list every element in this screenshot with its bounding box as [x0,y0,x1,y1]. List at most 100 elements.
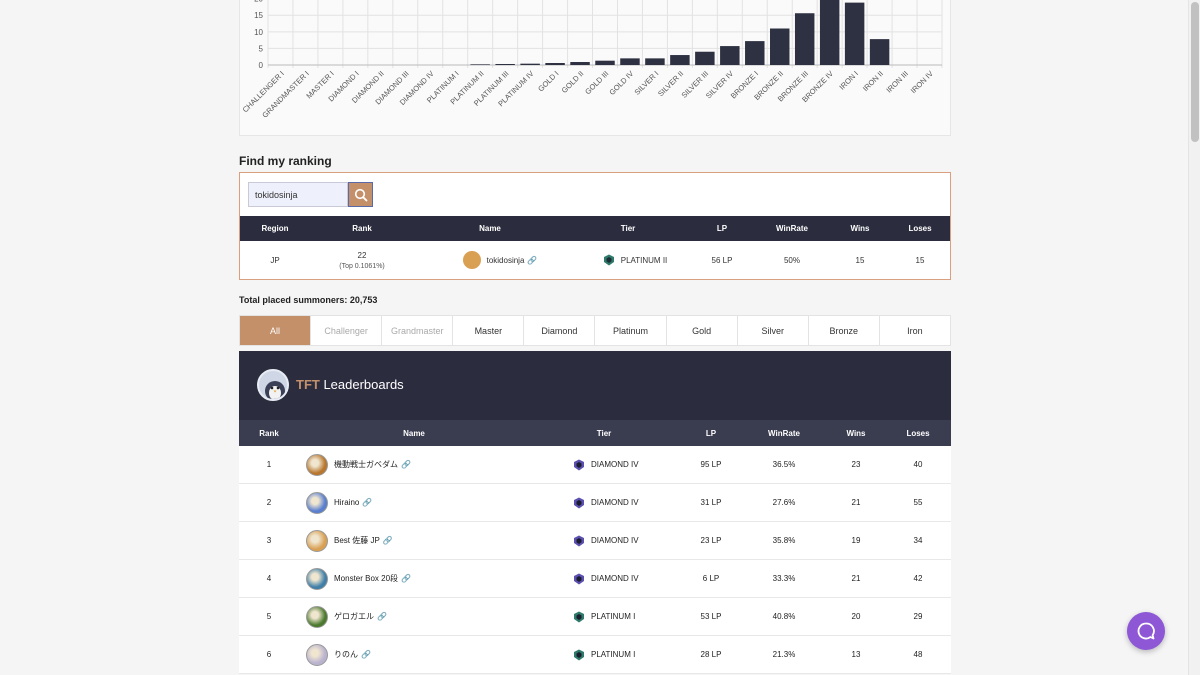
header-name: Name [479,224,501,233]
lb-header-name: Name [403,428,425,438]
result-name-cell[interactable]: tokidosinja 🔗 [440,241,560,279]
tab-grandmaster[interactable]: Grandmaster [382,316,454,345]
result-avatar [462,251,481,269]
leaderboard-banner: TFT Leaderboards [239,351,951,420]
tab-bronze[interactable]: Bronze [809,316,880,345]
link-icon[interactable]: 🔗 [527,255,538,265]
bar[interactable] [570,62,590,65]
row-lp: 6 LP [702,574,720,583]
scrollbar-thumb[interactable] [1191,2,1199,142]
header-lp: LP [716,224,728,233]
result-name[interactable]: tokidosinja [486,255,525,265]
row-name-cell[interactable]: Best 佐藤 JP 🔗 [306,522,506,559]
summoner-name[interactable]: Monster Box 20段 [334,574,399,583]
bar[interactable] [770,28,790,66]
result-rank: 22 [357,250,367,260]
tier-emblem-icon [574,649,584,660]
bar[interactable] [869,39,890,65]
link-icon[interactable]: 🔗 [377,612,387,621]
summoner-name[interactable]: りのん [334,650,358,659]
avatar [306,453,328,476]
row-name-cell[interactable]: Monster Box 20段 🔗 [306,560,506,597]
table-row[interactable]: 1 機動戦士ガベダム 🔗 DIAMOND IV 95 LP 36.5% 23 40 [239,446,951,484]
summoner-name[interactable]: ゲロガエル [334,612,374,621]
tab-all[interactable]: All [240,316,312,345]
tab-silver[interactable]: Silver [738,316,809,345]
lb-header-loses: Loses [906,428,930,438]
row-lp: 23 LP [700,536,722,545]
summoner-name[interactable]: Best 佐藤 JP [334,536,380,545]
summoner-name[interactable]: 機動戦士ガベダム [334,460,398,469]
find-table-header: Region Rank Name Tier LP WinRate Wins Lo… [240,216,950,241]
row-loses: 34 [913,536,923,545]
tab-challenger[interactable]: Challenger [311,316,383,345]
bar[interactable] [545,63,565,65]
find-result-row[interactable]: JP 22 (Top 0.1061%) tokidosinja 🔗 PLATIN… [240,241,950,279]
y-tick-label: 15 [254,11,263,20]
x-tick-label: GOLD II [560,69,586,95]
chat-support-button[interactable] [1127,612,1165,650]
tab-diamond[interactable]: Diamond [524,316,596,345]
bar[interactable] [520,63,540,65]
tab-gold[interactable]: Gold [667,316,738,345]
row-name-cell[interactable]: りのん 🔗 [306,636,506,673]
tab-master[interactable]: Master [453,316,525,345]
table-row[interactable]: 2 Hiraino 🔗 DIAMOND IV 31 LP 27.6% 21 55 [239,484,951,522]
row-rank: 2 [266,498,272,507]
row-rank: 6 [266,650,272,659]
tab-platinum[interactable]: Platinum [595,316,667,345]
tier-emblem-icon [574,459,584,470]
row-winrate: 21.3% [772,650,796,659]
table-row[interactable]: 3 Best 佐藤 JP 🔗 DIAMOND IV 23 LP 35.8% 19 34 [239,522,951,560]
result-rank-cell: 22 (Top 0.1061%) [312,241,412,279]
search-button[interactable] [348,182,373,207]
avatar [306,529,328,552]
tier-label: DIAMOND IV [591,460,639,469]
avatar [306,491,328,514]
summoner-name[interactable]: Hiraino [334,498,360,507]
bar[interactable] [720,46,740,65]
result-winrate: 50% [783,255,800,265]
link-icon[interactable]: 🔗 [401,574,411,583]
search-icon [354,188,367,201]
row-name-cell[interactable]: Hiraino 🔗 [306,484,506,521]
row-lp: 95 LP [700,460,722,469]
bar[interactable] [670,55,690,65]
avatar [306,605,328,628]
bar[interactable] [794,13,815,66]
bar[interactable] [819,0,840,65]
bar[interactable] [695,51,715,65]
bar[interactable] [844,2,865,65]
lb-header-winrate: WinRate [768,428,800,438]
table-row[interactable]: 5 ゲロガエル 🔗 PLATINUM I 53 LP 40.8% 20 29 [239,598,951,636]
penguin-logo-icon [257,369,289,401]
link-icon[interactable]: 🔗 [361,650,371,659]
x-tick-label: IRON IV [909,69,935,95]
bar[interactable] [745,41,765,65]
row-wins: 20 [851,612,861,621]
tab-iron[interactable]: Iron [907,325,923,336]
result-region: JP [270,255,280,265]
leaderboard-title-accent: TFT [296,377,320,392]
bar[interactable] [470,64,490,65]
bar[interactable] [595,60,615,65]
total-summoners: Total placed summoners: 20,753 [239,295,378,305]
table-row[interactable]: 6 りのん 🔗 PLATINUM I 28 LP 21.3% 13 48 [239,636,951,674]
page-scrollbar[interactable] [1188,0,1200,675]
x-tick-label: IRON II [861,69,885,93]
tier-emblem-icon [574,535,584,546]
bar[interactable] [495,64,515,65]
tier-label: DIAMOND IV [591,498,639,507]
summoner-search-input[interactable] [248,182,348,207]
find-ranking-title: Find my ranking [239,154,332,168]
row-name-cell[interactable]: ゲロガエル 🔗 [306,598,506,635]
tier-label: DIAMOND IV [591,536,639,545]
row-name-cell[interactable]: 機動戦士ガベダム 🔗 [306,446,506,483]
bar[interactable] [645,58,665,65]
table-row[interactable]: 4 Monster Box 20段 🔗 DIAMOND IV 6 LP 33.3% 21 42 [239,560,951,598]
link-icon[interactable]: 🔗 [401,460,411,469]
link-icon[interactable]: 🔗 [362,498,373,507]
bar[interactable] [620,58,640,65]
y-tick-label: 10 [254,28,263,37]
link-icon[interactable]: 🔗 [382,536,393,545]
